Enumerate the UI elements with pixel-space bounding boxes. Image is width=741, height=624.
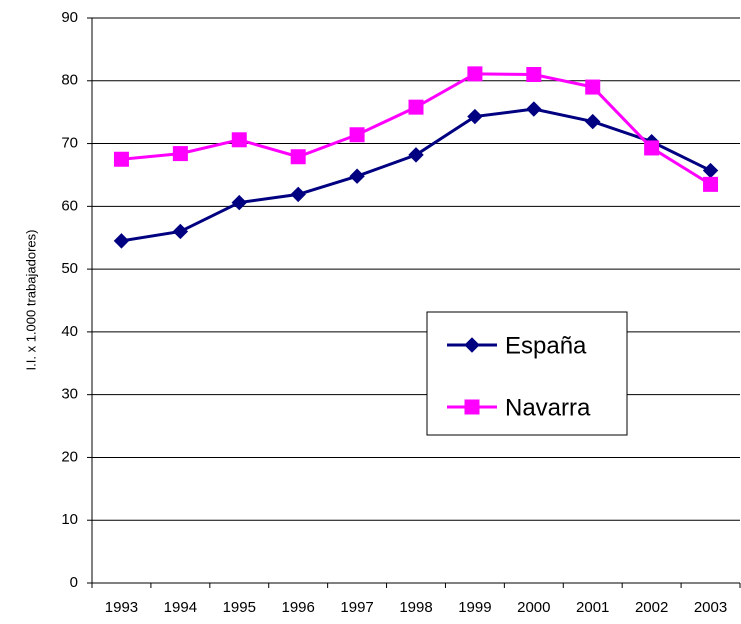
legend-label: España: [505, 332, 587, 359]
series-line: [121, 107, 712, 243]
point: [702, 162, 719, 179]
x-tick-label: 1993: [105, 599, 138, 616]
legend-box: [426, 311, 628, 436]
point: [526, 67, 542, 82]
legend-label: Navarra: [505, 394, 591, 421]
point: [585, 113, 601, 130]
legend-marker: [464, 399, 480, 415]
y-tick-label: 40: [61, 323, 78, 340]
point: [644, 140, 660, 156]
legend-marker: [464, 337, 480, 353]
x-tick-label: 1995: [223, 599, 256, 616]
point: [467, 108, 483, 125]
y-axis-label: I.I. x 1.000 trabajadores): [23, 230, 38, 371]
point: [231, 194, 247, 211]
y-tick-label: 50: [61, 260, 78, 277]
x-tick-label: 2002: [635, 599, 668, 616]
y-tick-label: 30: [61, 386, 78, 403]
point: [172, 146, 188, 162]
point: [290, 186, 306, 203]
y-tick-label: 90: [61, 9, 78, 26]
point: [349, 127, 365, 143]
point: [585, 79, 601, 95]
point: [113, 151, 129, 167]
point: [703, 176, 719, 192]
series-line: [121, 72, 712, 186]
point: [526, 101, 542, 117]
y-tick-label: 60: [61, 197, 78, 214]
y-tick-label: 80: [61, 72, 78, 89]
x-tick-label: 1997: [340, 599, 373, 616]
point: [408, 99, 424, 115]
x-tick-label: 2000: [517, 599, 550, 616]
y-tick-label: 0: [70, 574, 78, 591]
x-tick-label: 2001: [576, 599, 609, 616]
point: [349, 168, 365, 184]
y-tick-label: 10: [61, 511, 78, 528]
point: [290, 149, 306, 165]
point: [408, 147, 424, 163]
x-tick-label: 1999: [458, 599, 491, 616]
y-tick-label: 20: [61, 448, 78, 465]
point: [467, 66, 483, 82]
y-tick-label: 70: [61, 135, 78, 152]
x-tick-label: 1996: [281, 599, 314, 616]
point: [231, 132, 247, 148]
x-tick-label: 2003: [694, 599, 727, 616]
point: [172, 223, 189, 240]
x-tick-label: 1998: [399, 599, 432, 616]
x-tick-label: 1994: [164, 599, 197, 616]
point: [113, 233, 130, 249]
